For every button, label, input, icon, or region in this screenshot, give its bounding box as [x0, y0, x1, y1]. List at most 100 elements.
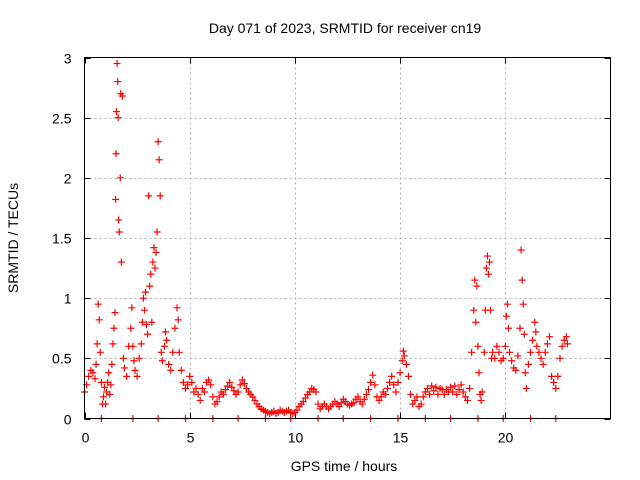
data-point — [108, 360, 116, 368]
data-point — [143, 321, 151, 329]
data-point — [163, 336, 171, 344]
data-point — [482, 264, 490, 272]
data-point — [312, 388, 320, 396]
data-point — [95, 316, 103, 324]
x-tick-label: 5 — [187, 430, 195, 446]
data-point — [512, 366, 520, 374]
data-point — [135, 354, 143, 362]
data-point — [522, 384, 530, 392]
data-point — [545, 333, 553, 341]
y-tick-label: 1.5 — [52, 231, 72, 247]
data-point — [137, 340, 145, 348]
data-point — [365, 386, 373, 394]
y-axis-label: SRMTID / TECUs — [5, 183, 21, 293]
data-point — [388, 372, 396, 380]
data-point — [207, 381, 215, 389]
data-point — [160, 342, 168, 350]
data-point — [190, 388, 198, 396]
data-point — [495, 348, 503, 356]
x-tick-label: 15 — [393, 430, 409, 446]
data-point — [369, 371, 377, 379]
data-point — [148, 318, 156, 326]
data-point — [230, 387, 238, 395]
data-point — [171, 324, 179, 332]
data-point — [219, 390, 227, 398]
data-point — [524, 360, 532, 368]
x-tick-label: 20 — [498, 430, 514, 446]
data-point — [224, 382, 232, 390]
x-tick-label: 10 — [288, 430, 304, 446]
data-point — [480, 348, 488, 356]
data-point — [174, 316, 182, 324]
data-point — [138, 318, 146, 326]
data-point — [100, 383, 108, 391]
data-point — [556, 354, 564, 362]
data-point — [483, 252, 491, 260]
data-point — [413, 393, 421, 401]
data-point — [179, 378, 187, 386]
data-point — [188, 378, 196, 386]
data-point — [375, 396, 383, 404]
data-point — [417, 400, 425, 408]
data-point — [489, 348, 497, 356]
data-point — [503, 300, 511, 308]
data-point — [491, 354, 499, 362]
data-point — [400, 352, 408, 360]
data-point — [293, 406, 301, 414]
data-point — [215, 393, 223, 401]
data-point — [177, 366, 185, 374]
data-point — [558, 342, 566, 350]
data-point — [562, 333, 570, 341]
data-point — [548, 372, 556, 380]
data-point — [390, 381, 398, 389]
data-point — [105, 369, 113, 377]
data-point — [477, 396, 485, 404]
data-point — [109, 340, 117, 348]
data-point — [192, 384, 200, 392]
data-point — [228, 383, 236, 391]
data-point — [550, 378, 558, 386]
data-point — [140, 306, 148, 314]
data-point — [560, 336, 568, 344]
data-point — [113, 60, 121, 68]
data-point — [543, 340, 551, 348]
data-point — [392, 388, 400, 396]
data-point — [240, 380, 248, 388]
data-point — [508, 357, 516, 365]
chart-title: Day 071 of 2023, SRMTID for receiver cn1… — [209, 20, 482, 36]
data-point — [463, 396, 471, 404]
data-point — [186, 372, 194, 380]
data-point — [354, 393, 362, 401]
data-point — [131, 366, 139, 374]
data-point — [457, 381, 465, 389]
data-point — [249, 393, 257, 401]
data-point — [405, 372, 413, 380]
data-point — [114, 114, 122, 122]
data-point — [473, 282, 481, 290]
data-point — [532, 328, 540, 336]
data-point — [428, 382, 436, 390]
data-point — [516, 324, 524, 332]
data-point — [151, 264, 159, 272]
data-point — [115, 216, 123, 224]
data-point — [162, 328, 170, 336]
data-point — [535, 348, 543, 356]
data-points — [81, 60, 571, 422]
data-point — [93, 340, 101, 348]
data-point — [167, 366, 175, 374]
data-point — [94, 300, 102, 308]
data-point — [398, 357, 406, 365]
data-point — [152, 248, 160, 256]
data-point — [301, 394, 309, 402]
data-point — [552, 384, 560, 392]
data-point — [563, 340, 571, 348]
data-point — [541, 348, 549, 356]
data-point — [130, 357, 138, 365]
data-point — [119, 354, 127, 362]
data-point — [153, 228, 161, 236]
data-point — [461, 393, 469, 401]
data-point — [493, 342, 501, 350]
data-point — [127, 324, 135, 332]
data-point — [471, 276, 479, 284]
